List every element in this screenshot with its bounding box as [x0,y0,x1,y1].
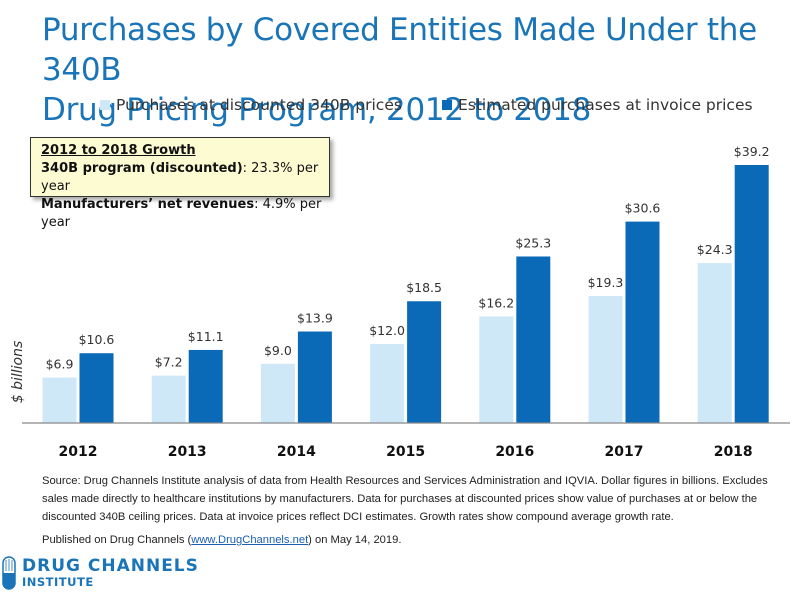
data-label-invoice-2016: $25.3 [515,235,551,250]
bar-discounted-2015 [370,344,405,423]
bar-chart: $ billions $6.9 $10.6 $7.2 $11.1 $9.0 $13.9 $1… [10,144,790,460]
growth-callout-line-1: 340B program (discounted): 23.3% per yea… [41,160,329,196]
bar-invoice-2017 [625,221,660,423]
y-axis-label: $ billions [10,341,26,404]
capsule-logo-icon [2,556,16,590]
data-label-discounted-2015: $12.0 [369,323,405,338]
published-suffix: ) on May 14, 2019. [308,534,402,546]
growth-callout-line-2-label: Manufacturers’ net revenues [41,197,255,212]
bar-invoice-2012 [79,353,114,423]
legend-swatch-discounted [100,100,110,110]
logo-subtitle: INSTITUTE [22,575,94,589]
source-note: Source: Drug Channels Institute analysis… [42,475,768,523]
data-label-invoice-2017: $30.6 [625,201,661,216]
legend-swatch-invoice [441,100,452,110]
bar-invoice-2018 [734,165,769,423]
data-label-discounted-2016: $16.2 [478,295,514,310]
x-tick-label-2018: 2018 [714,444,753,460]
x-tick-label-2015: 2015 [386,444,425,460]
data-label-invoice-2013: $11.1 [188,329,224,344]
x-tick-label-2017: 2017 [605,444,644,460]
drug-channels-logo: DRUG CHANNELS INSTITUTE [2,556,199,590]
growth-callout-line-1-value: : 23.3% per year [41,161,319,194]
bar-invoice-2016 [516,256,551,423]
bar-discounted-2018 [697,263,732,423]
drugchannels-link[interactable]: www.DrugChannels.net [191,534,309,546]
legend-label-discounted: Purchases at discounted 340B prices [116,96,402,114]
bars-group: $6.9 $10.6 $7.2 $11.1 $9.0 $13.9 $12.0 $18.5 $16… [42,144,770,423]
bar-invoice-2015 [407,301,442,423]
bar-discounted-2013 [151,375,186,423]
bar-discounted-2017 [588,295,623,423]
x-tick-label-2012: 2012 [59,444,98,460]
growth-callout-heading: 2012 to 2018 Growth [41,143,196,158]
x-tick-labels: 2012 2013 2014 2015 2016 2017 2018 [59,444,753,460]
legend-label-invoice: Estimated purchases at invoice prices [457,96,753,114]
bar-discounted-2012 [42,377,77,423]
legend-item-invoice: Estimated purchases at invoice prices [441,96,753,114]
data-label-discounted-2017: $19.3 [588,275,624,290]
data-label-discounted-2014: $9.0 [264,343,292,358]
published-prefix: Published on Drug Channels ( [42,534,192,546]
data-label-discounted-2013: $7.2 [155,355,183,370]
x-tick-label-2013: 2013 [168,444,207,460]
growth-callout-line-2: Manufacturers’ net revenues: 4.9% per ye… [41,196,329,232]
growth-callout-line-2-value: : 4.9% per year [41,197,322,230]
published-note: Published on Drug Channels (www.DrugChan… [42,534,401,546]
growth-callout-line-1-label: 340B program (discounted) [41,161,243,176]
data-label-invoice-2015: $18.5 [406,280,442,295]
growth-callout-box: 2012 to 2018 Growth 340B program (discou… [30,137,330,230]
logo-title: DRUG CHANNELS [22,556,199,576]
bar-invoice-2014 [297,331,332,423]
data-label-invoice-2018: $39.2 [734,144,770,159]
bar-discounted-2016 [479,316,514,423]
data-label-discounted-2018: $24.3 [697,242,733,257]
data-label-invoice-2012: $10.6 [79,332,115,347]
chart-title: Purchases by Covered Entities Made Under… [42,10,782,130]
x-tick-label-2016: 2016 [495,444,534,460]
chart-title-line-1: Purchases by Covered Entities Made Under… [42,12,757,88]
chart-title-line-2: Drug Pricing Program, 2012 to 2018 [42,92,592,128]
legend-item-discounted: Purchases at discounted 340B prices [100,96,402,114]
bar-invoice-2013 [188,349,223,423]
data-label-invoice-2014: $13.9 [297,311,333,326]
data-label-discounted-2012: $6.9 [46,357,74,372]
bar-discounted-2014 [260,363,295,423]
logo-text: DRUG CHANNELS INSTITUTE [22,557,199,589]
x-tick-label-2014: 2014 [277,444,316,460]
legend: Purchases at discounted 340B prices Esti… [100,96,753,114]
